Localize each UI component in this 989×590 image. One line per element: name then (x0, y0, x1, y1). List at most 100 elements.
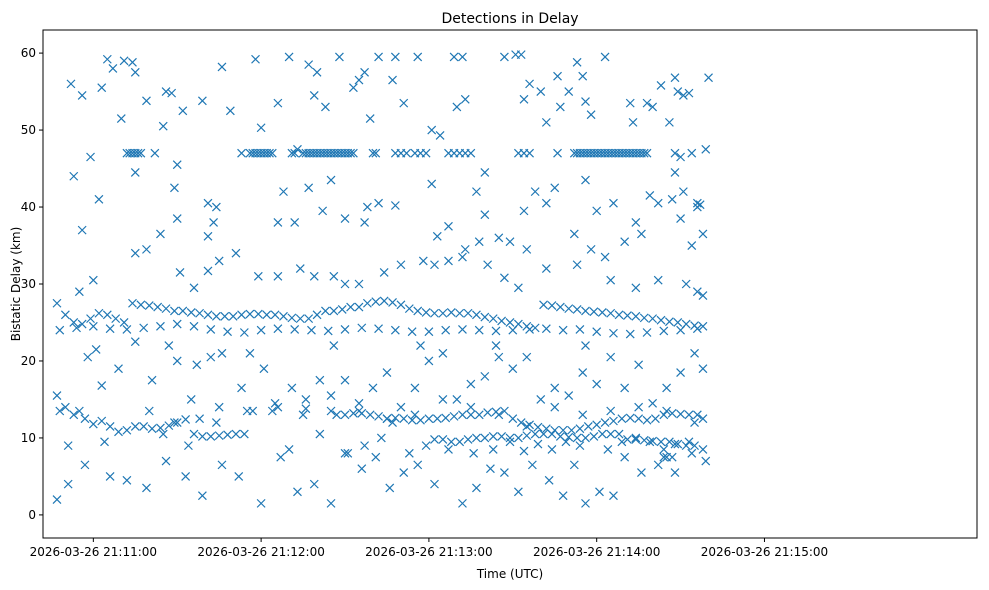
data-point (578, 368, 588, 377)
data-point (558, 425, 568, 435)
data-point (578, 71, 588, 81)
data-point (357, 464, 367, 474)
data-point (547, 429, 557, 439)
data-point (102, 310, 112, 320)
data-point (656, 437, 666, 447)
data-point (513, 433, 523, 443)
data-point (192, 360, 202, 370)
data-point (396, 260, 406, 270)
data-point (597, 429, 607, 439)
data-point (217, 348, 227, 358)
data-point (452, 395, 462, 404)
data-point (561, 437, 571, 447)
data-point (390, 52, 400, 62)
data-point (371, 452, 381, 462)
data-point (441, 325, 451, 335)
data-point (329, 271, 339, 281)
data-point (52, 391, 62, 401)
data-point (189, 429, 199, 439)
data-point (228, 311, 238, 321)
data-point (130, 337, 140, 347)
data-point (273, 98, 283, 108)
data-point (483, 408, 493, 417)
data-point (287, 313, 297, 323)
data-point (603, 445, 613, 454)
data-point (365, 114, 375, 123)
y-tick-label: 10 (21, 431, 36, 445)
data-point (575, 324, 585, 334)
data-point (648, 436, 658, 446)
data-point (480, 371, 490, 381)
data-point (206, 324, 216, 334)
data-point (108, 64, 118, 73)
x-tick-label: 2026-03-26 21:13:00 (365, 545, 492, 559)
data-point (488, 431, 498, 441)
data-point (388, 418, 397, 427)
data-point (346, 148, 356, 158)
data-point (639, 148, 649, 158)
data-point (312, 67, 322, 77)
data-point (695, 200, 705, 210)
data-point (105, 421, 115, 431)
data-point (609, 198, 618, 208)
data-point (530, 429, 540, 439)
data-point (69, 318, 79, 327)
data-point (620, 383, 630, 393)
data-point (692, 198, 702, 208)
data-point (421, 148, 431, 158)
data-point (634, 402, 644, 412)
data-point (195, 308, 205, 318)
data-point (267, 148, 277, 158)
data-point (362, 298, 372, 308)
data-point (600, 52, 610, 62)
data-point (466, 148, 476, 158)
data-point (581, 175, 590, 185)
data-point (329, 306, 339, 316)
x-tick-label: 2026-03-26 21:14:00 (533, 545, 660, 559)
data-point (516, 418, 526, 427)
data-point (203, 266, 213, 276)
data-point (284, 52, 294, 62)
data-point (466, 402, 476, 412)
data-point (653, 460, 663, 470)
data-point (304, 60, 314, 70)
data-point (396, 402, 406, 412)
data-point (698, 445, 708, 454)
data-point (237, 310, 246, 320)
data-point (376, 433, 386, 443)
data-point (161, 87, 171, 97)
data-point (55, 406, 65, 416)
data-point (279, 187, 288, 197)
data-point (206, 431, 216, 441)
data-point (698, 321, 708, 331)
data-point (270, 310, 280, 320)
data-point (80, 414, 90, 424)
data-point (197, 491, 207, 501)
data-point (639, 313, 649, 323)
data-point (446, 308, 456, 317)
data-point (178, 106, 188, 116)
data-point (332, 410, 342, 420)
data-point (284, 445, 294, 454)
data-point (609, 491, 618, 501)
data-point (223, 327, 232, 337)
data-point (360, 217, 370, 227)
data-point (371, 297, 381, 307)
data-point (539, 300, 548, 310)
data-point (653, 198, 663, 208)
data-point (678, 90, 688, 100)
data-point (407, 327, 417, 337)
data-point (175, 268, 185, 277)
data-point (396, 300, 406, 310)
data-point (214, 256, 224, 266)
data-point (606, 275, 616, 285)
data-point (642, 98, 652, 108)
data-point (670, 148, 680, 158)
y-tick-label: 60 (21, 46, 36, 60)
data-point (267, 406, 277, 416)
data-point (399, 98, 409, 108)
data-point (631, 433, 641, 443)
data-point (432, 231, 442, 241)
data-point (656, 80, 666, 90)
data-point (472, 310, 481, 320)
